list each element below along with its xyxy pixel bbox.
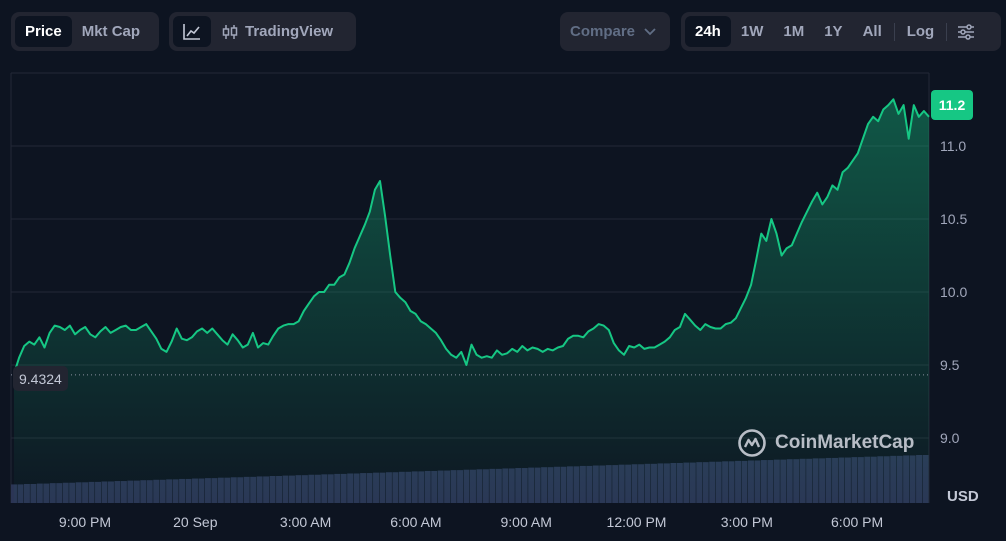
line-chart-icon: [183, 23, 200, 40]
x-tick-label: 3:00 AM: [280, 514, 331, 530]
range-1w[interactable]: 1W: [740, 23, 764, 40]
chevron-down-icon: [644, 27, 656, 35]
tradingview-label: TradingView: [245, 23, 334, 40]
x-tick-label: 9:00 AM: [501, 514, 552, 530]
tradingview-button[interactable]: TradingView: [211, 16, 343, 47]
line-chart-button[interactable]: [173, 16, 211, 47]
currency-label: USD: [947, 488, 979, 505]
y-tick-label: 9.5: [940, 357, 960, 373]
y-tick-label: 10.0: [940, 284, 967, 300]
x-tick-label: 6:00 PM: [831, 514, 883, 530]
divider: [946, 22, 948, 41]
range-all[interactable]: All: [862, 23, 882, 40]
compare-label: Compare: [570, 23, 636, 40]
chart-settings-button[interactable]: [949, 16, 983, 47]
watermark-text: CoinMarketCap: [775, 432, 915, 453]
x-axis: 9:00 PM 20 Sep 3:00 AM 6:00 AM 9:00 AM 12:00 …: [59, 514, 883, 530]
y-tick-label: 11.0: [940, 138, 966, 154]
price-area-fill: [14, 99, 929, 504]
volume-bar: [11, 484, 17, 503]
y-axis: 9.0 9.5 10.0 10.5 11.0: [940, 138, 967, 446]
chart-tools: TradingView: [169, 12, 356, 51]
x-tick-label: 6:00 AM: [390, 514, 441, 530]
candlestick-icon: [222, 24, 238, 39]
tab-price[interactable]: Price: [15, 16, 72, 47]
log-scale-button[interactable]: Log: [906, 23, 935, 40]
tab-mkt-cap[interactable]: Mkt Cap: [81, 23, 141, 40]
y-tick-label: 10.5: [940, 211, 967, 227]
open-price-badge: 9.4324: [13, 366, 68, 391]
last-price-badge: 11.2: [931, 90, 973, 120]
time-range-toggle: 24h 1W 1M 1Y All Log: [681, 12, 1001, 51]
y-tick-label: 9.0: [940, 430, 960, 446]
price-line: [13, 98, 930, 375]
x-tick-label: 3:00 PM: [721, 514, 773, 530]
divider: [893, 22, 895, 41]
range-24h[interactable]: 24h: [685, 16, 731, 47]
range-1y[interactable]: 1Y: [824, 23, 843, 40]
compare-dropdown[interactable]: Compare: [560, 12, 670, 51]
coinmarketcap-watermark: CoinMarketCap: [737, 428, 914, 458]
range-1m[interactable]: 1M: [783, 23, 805, 40]
x-tick-label: 12:00 PM: [607, 514, 667, 530]
x-tick-label: 9:00 PM: [59, 514, 111, 530]
sliders-icon: [958, 23, 975, 40]
coinmarketcap-logo-icon: [738, 429, 766, 457]
x-tick-label: 20 Sep: [173, 514, 218, 530]
chart-type-toggle: Price Mkt Cap: [11, 12, 159, 51]
